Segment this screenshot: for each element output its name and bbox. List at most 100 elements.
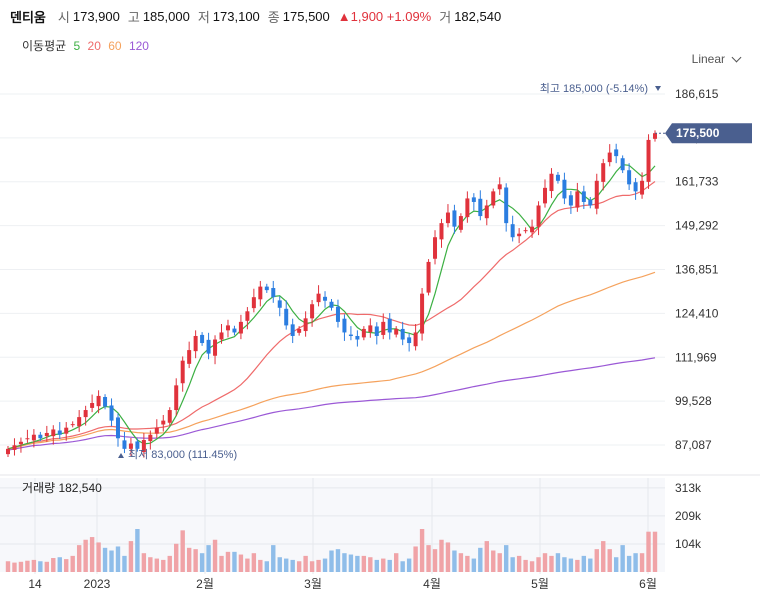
volume-tick-label: 104k [675, 537, 702, 551]
y-tick-label: 111,969 [675, 350, 717, 364]
ma-legend-label: 이동평균 [22, 39, 67, 53]
max-price-annotation: 최고 185,000 (-5.14%) [540, 82, 648, 95]
candle-body [264, 286, 269, 291]
volume-bar [458, 553, 464, 572]
volume-bar [529, 561, 535, 572]
x-tick-label: 2월 [196, 577, 214, 591]
volume-bar [601, 541, 606, 572]
candle-body [633, 182, 638, 192]
volume-bar [426, 545, 431, 572]
candle-body [271, 288, 276, 298]
volume-bar [394, 553, 399, 572]
candle-body [90, 402, 95, 408]
volume-bar [245, 558, 250, 572]
candle-body [323, 296, 328, 301]
volume-bar [348, 554, 354, 572]
candle-body [174, 385, 179, 411]
min-price-annotation: 최저 83,000 (111.45%) [128, 448, 237, 461]
candle-body [523, 230, 528, 232]
volume-bar [70, 555, 75, 572]
volume-bar [335, 549, 341, 572]
candle-body [284, 308, 289, 326]
volume-bar [251, 553, 257, 572]
candle-body [627, 170, 632, 185]
volume-bar [361, 555, 367, 572]
candle-body [135, 441, 140, 449]
close-value: 175,500 [282, 8, 330, 24]
x-tick-label: 4월 [423, 577, 441, 591]
candle-body [575, 191, 580, 208]
candle-body [335, 306, 340, 322]
volume-bar [516, 555, 522, 572]
volume-bar [154, 558, 160, 572]
scale-dropdown[interactable]: Linear [691, 52, 742, 66]
volume-bar [264, 561, 269, 572]
ma120-label[interactable]: 120 [128, 39, 149, 53]
volume-bar [406, 558, 412, 572]
candle-body [290, 324, 295, 336]
volume-bar [503, 545, 509, 572]
candle-body [141, 440, 146, 453]
candle-body [568, 195, 573, 206]
volume-bar [387, 559, 392, 572]
candle-body [148, 434, 153, 442]
candle-body [6, 448, 10, 455]
volume-bar [581, 555, 587, 572]
ma60-label[interactable]: 60 [108, 39, 122, 53]
volume-bar [620, 545, 625, 572]
volume-bar [639, 553, 645, 572]
volume-bar [122, 555, 127, 572]
x-tick-label: 5월 [531, 577, 549, 591]
open-value: 173,900 [72, 8, 120, 24]
candle-body [653, 133, 657, 139]
candle-body [200, 334, 205, 344]
quote-header: 덴티움 시 173,900 고 185,000 저 173,100 종 175,500 … [10, 6, 509, 26]
volume-bar [355, 555, 360, 572]
candle-body [387, 318, 392, 333]
x-tick-label: 6월 [639, 577, 657, 591]
candle-body [394, 328, 399, 335]
candle-body [51, 429, 56, 437]
moving-average-legend[interactable]: 이동평균 5 20 60 120 [22, 37, 153, 54]
volume-bar [445, 542, 451, 572]
close-label: 종 [267, 9, 280, 25]
candle-body [161, 420, 166, 425]
volume-bar [161, 559, 166, 572]
candle-body [277, 300, 282, 308]
candle-body [601, 163, 606, 182]
candle-body [232, 328, 237, 333]
candle-body [504, 187, 509, 224]
candle-body [530, 226, 535, 233]
volume-bar [419, 529, 425, 572]
candle-body [238, 321, 243, 334]
y-tick-label: 124,410 [675, 306, 719, 320]
high-value: 185,000 [142, 8, 190, 24]
candle-body [536, 205, 541, 227]
y-tick-label: 99,528 [675, 394, 712, 408]
candle-body [465, 198, 470, 218]
high-label: 고 [127, 9, 140, 25]
volume-bar [96, 542, 101, 572]
candle-body [478, 198, 483, 217]
candle-body [310, 304, 315, 319]
volume-bar [562, 557, 567, 572]
candle-body [348, 334, 353, 336]
ma5-label[interactable]: 5 [73, 39, 81, 53]
candle-body [225, 325, 230, 331]
volume-bar [296, 561, 302, 572]
change-value: ▲1,900 +1.09% [337, 8, 432, 24]
volume-bar [510, 557, 515, 572]
ma20-label[interactable]: 20 [87, 39, 101, 53]
candle-body [607, 152, 612, 163]
volume-bar [25, 560, 30, 572]
volume-tick-label: 313k [675, 481, 702, 495]
candle-body [452, 210, 457, 227]
volume-bar [646, 531, 651, 572]
candle-body [25, 438, 30, 440]
scale-mode-label: Linear [691, 52, 725, 66]
candle-body [400, 328, 405, 340]
volume-bars [5, 529, 658, 572]
candle-body [167, 410, 172, 423]
candle-body [12, 445, 17, 450]
